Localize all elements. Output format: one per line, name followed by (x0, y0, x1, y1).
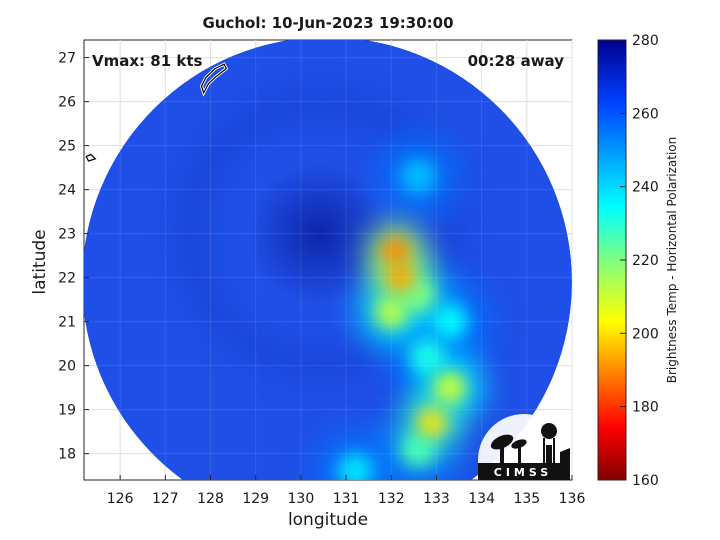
x-tick-label-10: 136 (559, 491, 586, 507)
coastline-island-west (85, 153, 97, 162)
logo-text: CIMSS (493, 466, 553, 479)
y-tick-label-6: 24 (58, 183, 76, 199)
colorbar-ticks: 160 180 200 220 240 260 280 (620, 33, 659, 489)
field-point-8 (417, 408, 446, 437)
coastline-island-north (200, 63, 228, 95)
field-point-3 (409, 338, 446, 375)
cb-tick-label-3: 220 (632, 253, 659, 269)
y-tick-label-9: 27 (58, 51, 76, 67)
field-point-4 (400, 431, 437, 468)
x-tick-label-2: 128 (197, 491, 224, 507)
x-axis-ticks: 126 127 128 129 130 131 132 133 134 135 136 (107, 475, 586, 507)
vmax-annotation: Vmax: 81 kts (92, 52, 203, 70)
cb-tick-label-4: 240 (632, 180, 659, 196)
x-tick-label-5: 131 (333, 491, 360, 507)
coastlines (84, 62, 229, 163)
cb-tick-label-1: 180 (632, 400, 659, 416)
colorbar-label: Brightness Temp - Horizontal Polarizatio… (665, 136, 679, 384)
x-tick-label-9: 135 (513, 491, 540, 507)
x-tick-label-0: 126 (107, 491, 134, 507)
field-point-9 (386, 263, 415, 292)
y-tick-label-7: 25 (58, 139, 76, 155)
field-point-10 (381, 237, 410, 266)
y-tick-label-4: 22 (58, 271, 76, 287)
y-tick-label-8: 26 (58, 95, 76, 111)
cb-tick-label-5: 260 (632, 106, 659, 122)
field-point-7 (434, 371, 466, 404)
x-axis-label: longitude (287, 510, 369, 530)
spiral-band (174, 89, 463, 378)
field-point-1 (337, 453, 374, 480)
cb-tick-label-2: 200 (632, 326, 659, 342)
x-tick-label-4: 130 (288, 491, 315, 507)
x-tick-label-6: 132 (378, 491, 405, 507)
cb-tick-label-6: 280 (632, 33, 659, 49)
time-away-annotation: 00:28 away (467, 52, 564, 70)
brightness-field (174, 89, 492, 480)
chart-title: Guchol: 10-Jun-2023 19:30:00 (202, 14, 454, 32)
y-tick-label-3: 21 (58, 315, 76, 331)
y-tick-label-5: 23 (58, 227, 76, 243)
field-point-2 (432, 303, 468, 340)
eye-region (248, 163, 389, 304)
cimss-logo (478, 414, 570, 480)
x-tick-label-8: 134 (468, 491, 495, 507)
y-tick-label-2: 20 (58, 359, 76, 375)
grid-lines-overlay (84, 40, 573, 480)
y-axis-ticks: 18 19 20 21 22 23 24 25 26 27 (58, 51, 89, 463)
y-tick-label-0: 18 (58, 447, 76, 463)
x-tick-label-1: 127 (152, 491, 179, 507)
field-point-6 (375, 296, 408, 329)
cb-tick-label-0: 160 (632, 473, 659, 489)
x-tick-label-7: 133 (423, 491, 450, 507)
x-tick-label-3: 129 (242, 491, 269, 507)
y-axis-label: latitude (30, 229, 50, 295)
y-tick-label-1: 19 (58, 403, 76, 419)
field-point-0 (400, 158, 437, 195)
